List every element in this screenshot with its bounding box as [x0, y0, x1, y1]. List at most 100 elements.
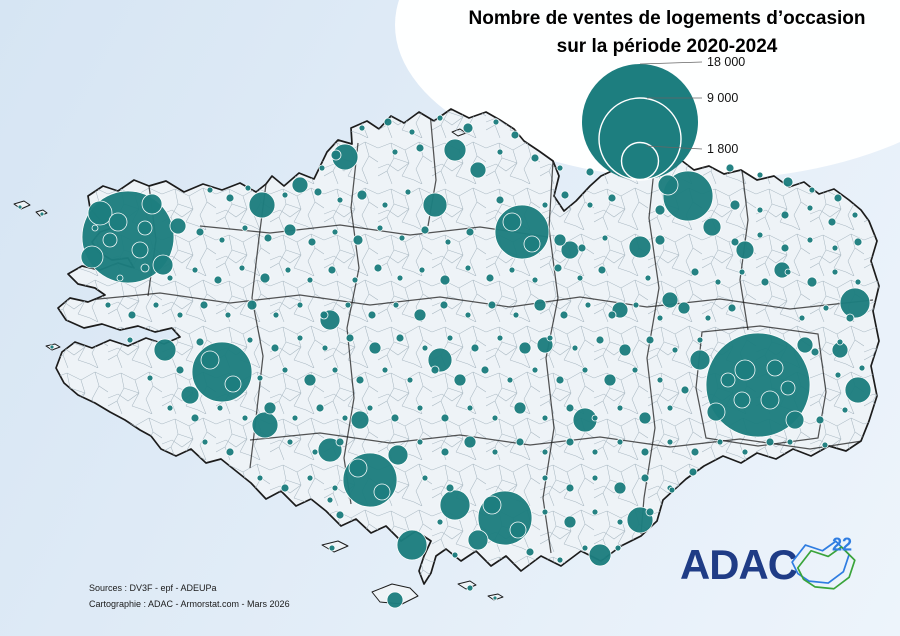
legend-label-9000: 9 000 [707, 91, 738, 105]
commune-sales-bubble [720, 372, 736, 388]
commune-sales-bubble [463, 435, 477, 449]
commune-sales-bubble [199, 300, 209, 310]
commune-sales-bubble [406, 376, 414, 384]
commune-sales-bubble [191, 341, 253, 403]
commune-sales-bubble [392, 301, 400, 309]
commune-sales-bubble [80, 245, 104, 269]
commune-sales-bubble [108, 212, 128, 232]
commune-sales-bubble [705, 332, 811, 438]
commune-sales-bubble [126, 336, 134, 344]
commune-sales-bubble [430, 365, 440, 375]
commune-sales-bubble [331, 484, 339, 492]
commune-sales-bubble [131, 241, 149, 259]
commune-sales-bubble [416, 404, 424, 412]
commune-sales-bubble [140, 263, 150, 273]
commune-sales-bubble [350, 410, 370, 430]
commune-sales-bubble [509, 521, 527, 539]
commune-sales-bubble [291, 176, 309, 194]
commune-sales-bubble [704, 314, 712, 322]
commune-sales-bubble [466, 584, 474, 592]
commune-sales-bubble [588, 543, 612, 567]
map-title-line1: Nombre de ventes de logements d’occasion [468, 8, 866, 29]
commune-sales-bubble [336, 196, 344, 204]
commune-sales-bubble [225, 447, 235, 457]
commune-sales-bubble [765, 437, 775, 447]
dept22-outline-green-icon [796, 546, 856, 590]
commune-sales-bubble [541, 201, 549, 209]
commune-sales-bubble [689, 349, 711, 371]
commune-sales-bubble [806, 204, 814, 212]
legend-label-18000: 18 000 [707, 55, 745, 69]
commune-sales-bubble [530, 153, 540, 163]
commune-sales-bubble [782, 176, 794, 188]
commune-sales-bubble [495, 195, 505, 205]
commune-sales-bubble [833, 193, 843, 203]
commune-sales-bubble [607, 310, 617, 320]
commune-sales-bubble [321, 344, 329, 352]
credits: Sources : DV3F - epf - ADEUPa Cartograph… [89, 581, 290, 612]
commune-sales-bubble [613, 481, 627, 495]
commune-sales-bubble [263, 233, 273, 243]
commune-sales-bubble [303, 373, 317, 387]
commune-sales-bubble [656, 314, 664, 322]
commune-sales-bubble [738, 268, 746, 276]
commune-sales-bubble [335, 437, 345, 447]
commune-sales-bubble [780, 243, 790, 253]
commune-sales-bubble [756, 206, 764, 214]
commune-sales-bubble [492, 118, 500, 126]
commune-sales-bubble [256, 474, 264, 482]
commune-sales-bubble [367, 310, 377, 320]
commune-sales-bubble [616, 518, 624, 526]
commune-sales-bubble [91, 224, 99, 232]
commune-sales-bubble [439, 300, 449, 310]
commune-sales-bubble [690, 447, 700, 457]
commune-sales-bubble [373, 483, 391, 501]
commune-sales-bubble [654, 204, 666, 216]
commune-sales-bubble [730, 237, 740, 247]
commune-sales-bubble [416, 438, 424, 446]
commune-sales-bubble [104, 301, 112, 309]
commune-sales-bubble [358, 124, 366, 132]
commune-sales-bubble [506, 376, 514, 384]
commune-sales-bubble [391, 148, 399, 156]
commune-sales-bubble [440, 413, 450, 423]
commune-sales-bubble [766, 359, 784, 377]
commune-sales-bubble [834, 371, 842, 379]
commune-sales-bubble [808, 186, 816, 194]
commune-sales-bubble [565, 437, 575, 447]
commune-sales-bubble [213, 275, 223, 285]
commune-sales-bubble [680, 385, 690, 395]
commune-sales-bubble [462, 122, 474, 134]
commune-sales-bubble [491, 414, 499, 422]
commune-sales-bubble [565, 483, 575, 493]
map-title: Nombre de ventes de logements d’occasion… [438, 5, 896, 60]
commune-sales-bubble [413, 308, 427, 322]
commune-sales-bubble [464, 264, 472, 272]
commune-sales-bubble [841, 406, 849, 414]
commune-sales-bubble [241, 224, 249, 232]
commune-sales-bubble [319, 310, 329, 320]
commune-sales-bubble [555, 375, 565, 385]
commune-sales-bubble [408, 128, 416, 136]
commune-sales-bubble [821, 441, 829, 449]
commune-sales-bubble [531, 366, 539, 374]
commune-sales-bubble [525, 547, 535, 557]
commune-sales-bubble [464, 311, 472, 319]
commune-sales-bubble [318, 164, 326, 172]
commune-sales-bubble [317, 437, 343, 463]
commune-sales-bubble [152, 301, 160, 309]
commune-sales-bubble [512, 311, 520, 319]
adac-logo-text: ADAC [680, 541, 798, 588]
commune-sales-bubble [494, 204, 550, 260]
commune-sales-bubble [313, 187, 323, 197]
commune-sales-bubble [810, 347, 820, 357]
commune-sales-bubble [725, 163, 735, 173]
commune-sales-bubble [706, 402, 726, 422]
commune-sales-bubble [668, 486, 676, 494]
commune-sales-bubble [281, 366, 289, 374]
commune-sales-bubble [815, 415, 825, 425]
commune-sales-bubble [39, 211, 45, 217]
commune-sales-bubble [784, 268, 792, 276]
commune-sales-bubble [373, 263, 383, 273]
commune-sales-bubble [342, 452, 398, 508]
